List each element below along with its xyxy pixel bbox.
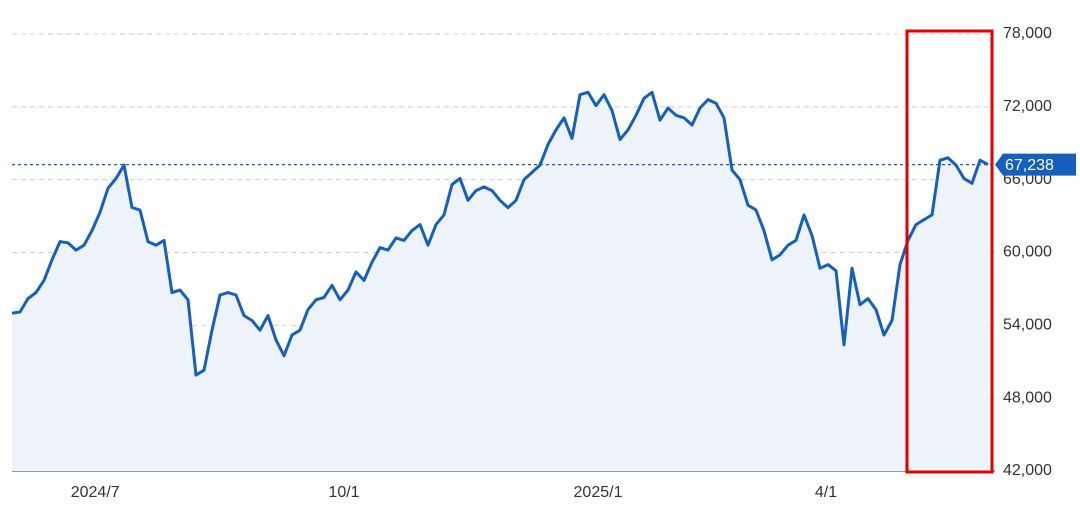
x-tick-label: 4/1 [815,484,837,501]
x-tick-label: 10/1 [328,484,359,501]
y-tick-label: 42,000 [1003,462,1052,479]
highlight-box [905,29,994,474]
x-tick-label: 2024/7 [71,484,120,501]
x-tick-label: 2025/1 [574,484,623,501]
area [12,92,988,472]
labels: 42,00048,00054,00060,00066,00072,00078,0… [71,25,1076,501]
plot [11,90,995,472]
current-price-label: 67,238 [1005,157,1054,174]
y-tick-label: 60,000 [1003,244,1052,261]
y-tick-label: 48,000 [1003,389,1052,406]
line [11,90,989,377]
y-tick-label: 72,000 [1003,98,1052,115]
y-tick-label: 54,000 [1003,317,1052,334]
current-price-tag [995,153,1076,176]
y-tick-label: 78,000 [1003,25,1052,42]
